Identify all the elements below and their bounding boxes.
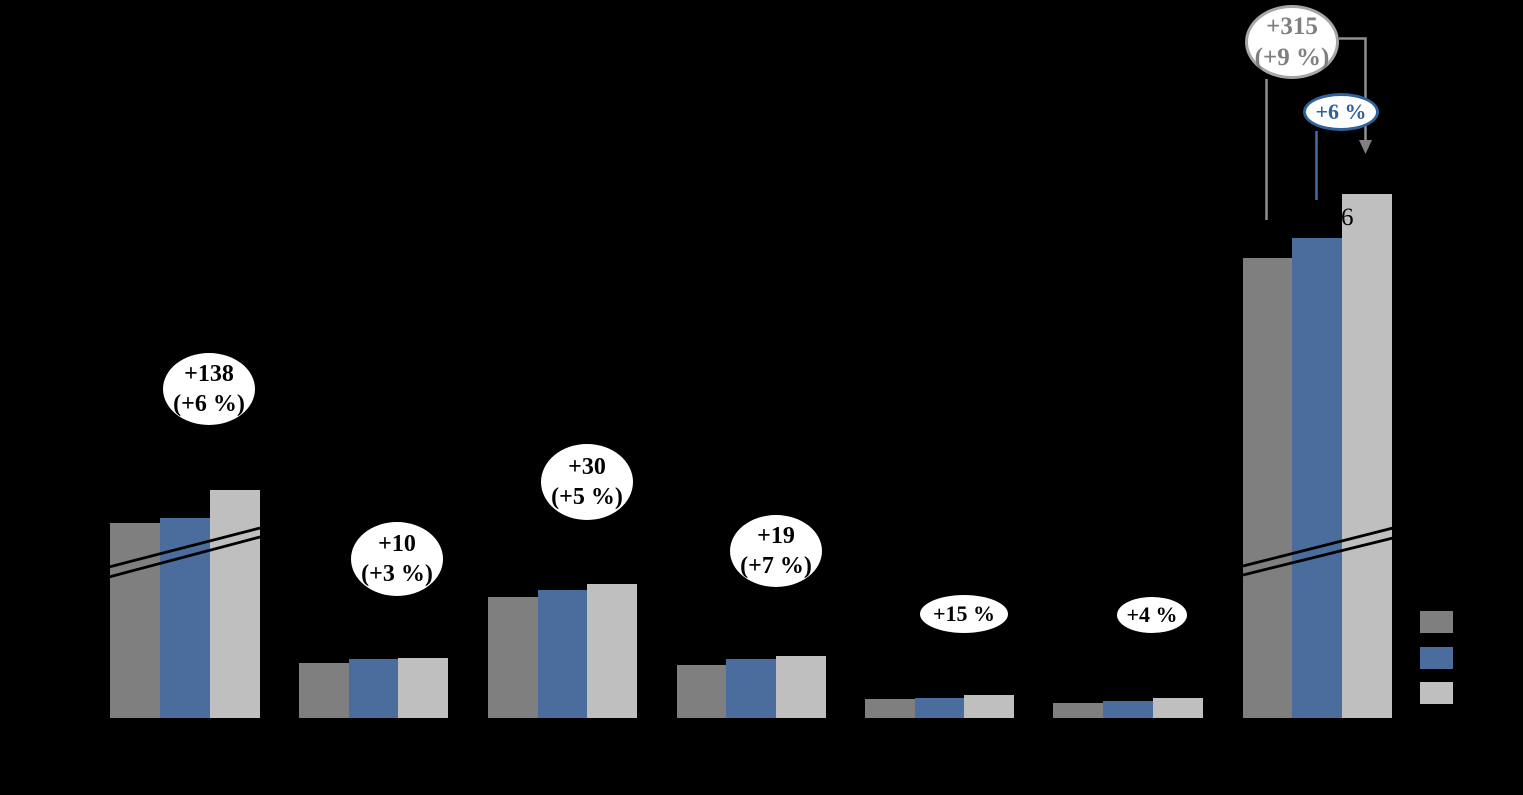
- bar-group3-blue: [538, 590, 588, 718]
- bar-group7-dark-gray: [1243, 258, 1293, 718]
- partially-visible-data-label: 6: [1341, 204, 1354, 231]
- annotation-bubble-group-3-delta: +30 (+5 %): [541, 444, 633, 520]
- annotation-text: +10: [378, 530, 416, 557]
- annotation-bubble-group-5-delta: +15 %: [920, 595, 1008, 633]
- annotation-text: (+7 %): [740, 553, 812, 579]
- bar-group5-blue: [915, 698, 965, 718]
- bar-group6-light-gray: [1153, 698, 1203, 718]
- bar-group5-light-gray: [964, 695, 1014, 718]
- annotation-text: +4 %: [1126, 602, 1178, 628]
- bar-group2-blue: [349, 659, 399, 718]
- bar-group7-blue: [1292, 238, 1342, 718]
- legend-swatch-blue: [1420, 647, 1453, 669]
- annotation-bubble-group-1-delta: +138 (+6 %): [163, 353, 255, 425]
- annotation-text: +138: [184, 360, 234, 387]
- annotation-bubble-group-7-pct: +6 %: [1303, 93, 1379, 131]
- bar-group5-dark-gray: [865, 699, 915, 718]
- annotation-text: (+9 %): [1254, 44, 1330, 71]
- annotation-text: +19: [757, 522, 795, 549]
- bar-group3-dark-gray: [488, 597, 538, 718]
- annotation-bubble-group-6-delta: +4 %: [1117, 597, 1187, 633]
- annotation-bubble-group-7-delta: +315 (+9 %): [1245, 5, 1339, 79]
- bar-group4-dark-gray: [677, 665, 727, 718]
- annotation-text: +315: [1266, 12, 1318, 40]
- bar-group3-light-gray: [587, 584, 637, 718]
- annotation-text: +15 %: [932, 601, 996, 627]
- annotation-text: +6 %: [1315, 99, 1367, 125]
- annotation-text: +30: [568, 453, 606, 480]
- bar-group7-light-gray: [1342, 194, 1392, 718]
- annotation-text: (+6 %): [173, 391, 245, 417]
- bar-group4-blue: [726, 659, 776, 718]
- annotation-bubble-group-2-delta: +10 (+3 %): [351, 522, 443, 596]
- legend-swatch-dark-gray: [1420, 611, 1453, 633]
- bar-group2-light-gray: [398, 658, 448, 718]
- bar-group6-dark-gray: [1053, 703, 1103, 718]
- annotation-bubble-group-4-delta: +19 (+7 %): [730, 515, 822, 587]
- annotation-text: (+3 %): [361, 561, 433, 587]
- legend-swatch-light-gray: [1420, 682, 1453, 704]
- bar-group4-light-gray: [776, 656, 826, 718]
- bar-group2-dark-gray: [299, 663, 349, 718]
- bar-group6-blue: [1103, 701, 1153, 718]
- annotation-text: (+5 %): [551, 484, 623, 510]
